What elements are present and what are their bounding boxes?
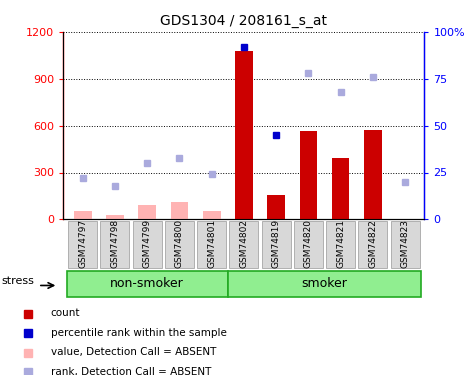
Bar [364,129,382,219]
Text: percentile rank within the sample: percentile rank within the sample [51,328,227,338]
FancyBboxPatch shape [358,221,387,268]
Text: rank, Detection Call = ABSENT: rank, Detection Call = ABSENT [51,367,211,375]
Text: count: count [51,309,80,318]
Text: GSM74802: GSM74802 [239,219,249,268]
Text: GSM74819: GSM74819 [272,219,280,268]
Text: GSM74799: GSM74799 [143,219,151,268]
FancyBboxPatch shape [68,221,97,268]
FancyBboxPatch shape [262,221,291,268]
FancyBboxPatch shape [197,221,226,268]
Text: non-smoker: non-smoker [110,277,184,290]
Text: GSM74797: GSM74797 [78,219,87,268]
Bar [106,214,124,219]
Text: GSM74820: GSM74820 [304,219,313,268]
Bar [267,195,285,219]
FancyBboxPatch shape [294,221,323,268]
Bar [203,211,220,219]
FancyBboxPatch shape [100,221,129,268]
Text: stress: stress [1,276,34,286]
FancyBboxPatch shape [228,272,421,297]
FancyBboxPatch shape [326,221,355,268]
Bar [332,158,349,219]
Text: GSM74800: GSM74800 [175,219,184,268]
Bar [74,211,91,219]
Text: GSM74798: GSM74798 [110,219,120,268]
Title: GDS1304 / 208161_s_at: GDS1304 / 208161_s_at [160,14,327,28]
Bar [235,51,253,219]
Text: smoker: smoker [302,277,348,290]
FancyBboxPatch shape [165,221,194,268]
FancyBboxPatch shape [67,272,228,297]
Text: GSM74801: GSM74801 [207,219,216,268]
Bar [300,131,317,219]
Text: GSM74823: GSM74823 [401,219,409,268]
FancyBboxPatch shape [391,221,420,268]
FancyBboxPatch shape [229,221,258,268]
Text: GSM74822: GSM74822 [368,219,378,268]
Text: GSM74821: GSM74821 [336,219,345,268]
Text: value, Detection Call = ABSENT: value, Detection Call = ABSENT [51,348,216,357]
Bar [171,202,188,219]
Bar [138,204,156,219]
FancyBboxPatch shape [133,221,162,268]
